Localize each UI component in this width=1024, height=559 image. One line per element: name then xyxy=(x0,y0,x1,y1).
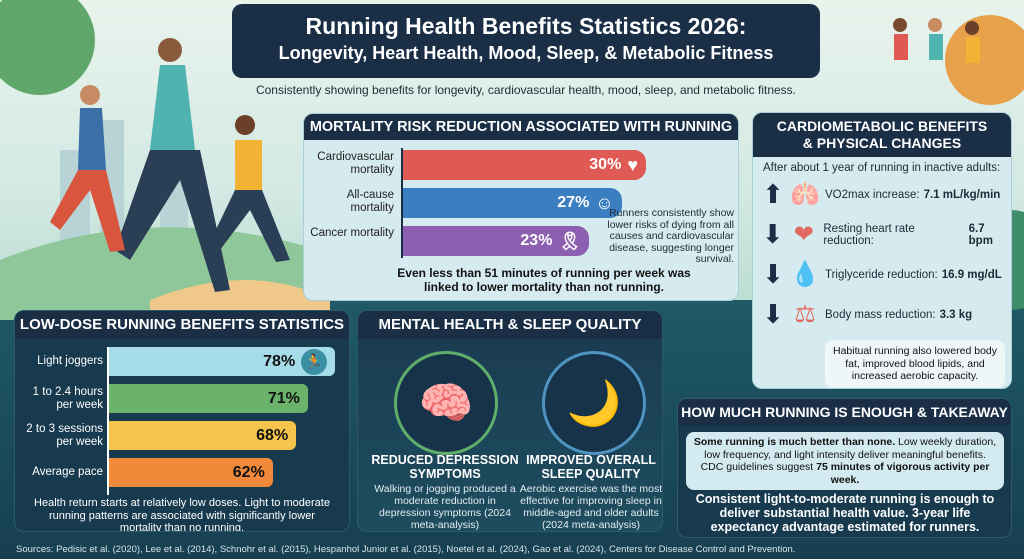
takeaway-header: HOW MUCH RUNNING IS ENOUGH & TAKEAWAY xyxy=(678,399,1011,425)
runner-icon: 🏃 xyxy=(301,348,328,375)
takeaway-conclusion: Consistent light-to-moderate running is … xyxy=(695,492,995,534)
blood-drop-icon: 💧 xyxy=(790,261,820,288)
runners-illustration xyxy=(50,18,980,292)
arrow-up-icon: ⬆ xyxy=(762,179,784,209)
tagline: Consistently showing benefits for longev… xyxy=(255,83,797,97)
sleep-title: IMPROVED OVERALL SLEEP QUALITY xyxy=(526,453,656,481)
bar: 68% xyxy=(109,421,297,450)
bar: 27% ☺ xyxy=(403,188,622,218)
bar-value: 62% xyxy=(232,463,265,481)
metric-label: VO2max increase: xyxy=(825,188,920,201)
moon-sleep-icon: 🌙 xyxy=(542,351,646,455)
title-banner: Running Health Benefits Statistics 2026:… xyxy=(232,4,820,78)
chart-axis xyxy=(107,347,109,495)
page-subtitle: Longevity, Heart Health, Mood, Sleep, & … xyxy=(278,43,774,63)
cardiometabolic-intro: After about 1 year of running in inactiv… xyxy=(763,162,1001,174)
mortality-footnote: Even less than 51 minutes of running per… xyxy=(397,266,691,294)
bar-value: 71% xyxy=(267,389,300,407)
metric-value: 7.1 mL/kg/min xyxy=(923,188,1001,201)
takeaway-bold: Some running is much better than none. xyxy=(693,436,896,448)
bar: 23% 🎗 xyxy=(403,226,590,256)
bar-value: 23% xyxy=(520,232,553,249)
bar-label: 2 to 3 sessions per week xyxy=(26,423,103,448)
bar-value: 30% xyxy=(589,156,622,173)
takeaway-bold: 75 minutes of vigorous activity per week… xyxy=(816,461,990,486)
metric-item: ⬇ ❤ Resting heart rate reduction: 6.7 bpm xyxy=(761,219,1011,250)
cardiometabolic-panel: CARDIOMETABOLIC BENEFITS & PHYSICAL CHAN… xyxy=(752,112,1012,389)
sleep-text: Aerobic exercise was the most effective … xyxy=(519,483,663,531)
page-title: Running Health Benefits Statistics 2026: xyxy=(305,13,747,39)
bar: 71% xyxy=(109,384,308,413)
metric-item: ⬆ 🫁 VO2max increase: 7.1 mL/kg/min xyxy=(761,179,1000,210)
mortality-side-note: Runners consistently show lower risks of… xyxy=(607,207,734,265)
bar-value: 78% xyxy=(263,352,296,370)
heart-stopwatch-icon: ❤ xyxy=(793,221,814,248)
depression-title: REDUCED DEPRESSION SYMPTOMS xyxy=(371,453,519,481)
bar-value: 68% xyxy=(256,426,289,444)
person-icon: ☺ xyxy=(595,192,614,213)
bar-label: Average pace xyxy=(32,466,103,478)
sources: Sources: Pedisic et al. (2020), Lee et a… xyxy=(16,544,796,555)
arrow-down-icon: ⬇ xyxy=(762,299,784,329)
lungs-icon: 🫁 xyxy=(790,181,820,208)
brain-icon: 🧠 xyxy=(394,351,498,455)
takeaway-box: Some running is much better than none. L… xyxy=(686,432,1004,490)
arrow-down-icon: ⬇ xyxy=(761,219,784,249)
bar-label: All-cause mortality xyxy=(346,189,394,214)
mortality-header: MORTALITY RISK REDUCTION ASSOCIATED WITH… xyxy=(304,114,738,140)
low-dose-panel: LOW-DOSE RUNNING BENEFITS STATISTICS Lig… xyxy=(14,310,350,532)
chart-axis xyxy=(401,148,403,258)
metric-label: Resting heart rate reduction: xyxy=(823,222,915,247)
metric-item: ⬇ 💧 Triglyceride reduction: 16.9 mg/dL xyxy=(761,259,1002,290)
metric-item: ⬇ ⚖ Body mass reduction: 3.3 kg xyxy=(761,299,972,330)
depression-text: Walking or jogging produced a moderate r… xyxy=(374,483,516,531)
low-dose-header: LOW-DOSE RUNNING BENEFITS STATISTICS xyxy=(15,311,349,339)
arrow-down-icon: ⬇ xyxy=(762,259,784,289)
heart-pulse-icon: ♥ xyxy=(627,154,638,175)
bar-label: 1 to 2.4 hours per week xyxy=(32,386,103,411)
bar: 78% 🏃 xyxy=(109,347,336,376)
takeaway-text: Low weekly duration, low frequency, and … xyxy=(700,436,997,473)
bar: 62% xyxy=(109,458,273,487)
ribbon-icon: 🎗 xyxy=(558,230,582,251)
bar: 30% ♥ xyxy=(403,150,646,180)
bar-value: 27% xyxy=(557,194,590,211)
bar-label: Light joggers xyxy=(37,355,103,367)
metric-value: 16.9 mg/dL xyxy=(941,268,1002,281)
metric-label: Body mass reduction: xyxy=(825,308,936,321)
mortality-panel: MORTALITY RISK REDUCTION ASSOCIATED WITH… xyxy=(303,113,739,301)
metric-value: 3.3 kg xyxy=(939,308,973,321)
mental-health-header: MENTAL HEALTH & SLEEP QUALITY xyxy=(358,311,662,339)
metric-label: Triglyceride reduction: xyxy=(825,268,938,281)
tree xyxy=(0,0,95,95)
bar-label: Cardiovascular mortality xyxy=(317,151,394,176)
cardiometabolic-note: Habitual running also lowered body fat, … xyxy=(825,340,1005,388)
mental-health-panel: MENTAL HEALTH & SLEEP QUALITY 🧠 🌙 REDUCE… xyxy=(357,310,663,532)
takeaway-panel: HOW MUCH RUNNING IS ENOUGH & TAKEAWAY So… xyxy=(677,398,1012,538)
tree xyxy=(945,15,1024,105)
scale-icon: ⚖ xyxy=(794,301,816,328)
low-dose-note: Health return starts at relatively low d… xyxy=(34,497,330,532)
metric-value: 6.7 bpm xyxy=(968,222,993,247)
cardiometabolic-header: CARDIOMETABOLIC BENEFITS & PHYSICAL CHAN… xyxy=(753,113,1011,157)
bar-label: Cancer mortality xyxy=(310,227,394,239)
